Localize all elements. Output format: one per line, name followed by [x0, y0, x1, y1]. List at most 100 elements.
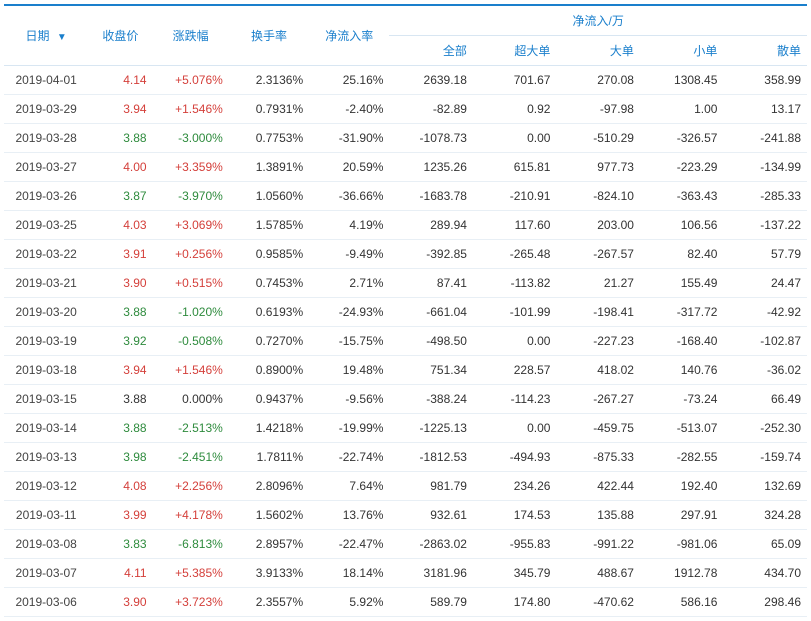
cell-flow-all: 2639.18: [389, 66, 473, 95]
cell-flow-all: 289.94: [389, 211, 473, 240]
cell-flow-scatter: -42.92: [723, 298, 807, 327]
cell-change-pct: +3.359%: [153, 153, 229, 182]
cell-flow-scatter: 13.17: [723, 95, 807, 124]
cell-flow-small: -168.40: [640, 327, 724, 356]
cell-flow-superlarge: -955.83: [473, 530, 557, 559]
cell-net-rate: 20.59%: [309, 153, 389, 182]
cell-net-rate: -9.49%: [309, 240, 389, 269]
cell-flow-small: -73.24: [640, 385, 724, 414]
table-row: 2019-03-133.98-2.451%1.7811%-22.74%-1812…: [4, 443, 807, 472]
cell-flow-scatter: 24.47: [723, 269, 807, 298]
cell-date: 2019-03-28: [4, 124, 88, 153]
cell-flow-all: 1235.26: [389, 153, 473, 182]
cell-net-rate: 25.16%: [309, 66, 389, 95]
cell-net-rate: -36.66%: [309, 182, 389, 211]
table-row: 2019-03-063.90+3.723%2.3557%5.92%589.791…: [4, 588, 807, 617]
cell-turnover: 2.8096%: [229, 472, 309, 501]
col-flow-small[interactable]: 小单: [640, 36, 724, 66]
cell-net-rate: -19.99%: [309, 414, 389, 443]
col-flow-large[interactable]: 大单: [556, 36, 640, 66]
cell-flow-scatter: 324.28: [723, 501, 807, 530]
col-net-rate[interactable]: 净流入率: [309, 5, 389, 66]
cell-flow-small: 192.40: [640, 472, 724, 501]
cell-flow-all: -498.50: [389, 327, 473, 356]
cell-date: 2019-03-27: [4, 153, 88, 182]
col-date-label: 日期: [26, 29, 50, 43]
cell-date: 2019-03-21: [4, 269, 88, 298]
cell-flow-scatter: -134.99: [723, 153, 807, 182]
cell-date: 2019-03-20: [4, 298, 88, 327]
col-close[interactable]: 收盘价: [88, 5, 152, 66]
cell-change-pct: +4.178%: [153, 501, 229, 530]
cell-flow-small: 1308.45: [640, 66, 724, 95]
cell-date: 2019-03-13: [4, 443, 88, 472]
cell-change-pct: +5.385%: [153, 559, 229, 588]
table-row: 2019-03-254.03+3.069%1.5785%4.19%289.941…: [4, 211, 807, 240]
col-flow-all[interactable]: 全部: [389, 36, 473, 66]
cell-flow-large: -97.98: [556, 95, 640, 124]
cell-change-pct: -1.020%: [153, 298, 229, 327]
cell-net-rate: -22.74%: [309, 443, 389, 472]
cell-date: 2019-03-08: [4, 530, 88, 559]
col-group-netinflow: 净流入/万: [389, 5, 807, 36]
cell-flow-scatter: 358.99: [723, 66, 807, 95]
cell-turnover: 0.7931%: [229, 95, 309, 124]
cell-turnover: 0.7753%: [229, 124, 309, 153]
cell-flow-scatter: -36.02: [723, 356, 807, 385]
table-row: 2019-03-223.91+0.256%0.9585%-9.49%-392.8…: [4, 240, 807, 269]
cell-close: 3.99: [88, 501, 152, 530]
cell-flow-all: 87.41: [389, 269, 473, 298]
cell-net-rate: 18.14%: [309, 559, 389, 588]
cell-flow-large: -459.75: [556, 414, 640, 443]
col-flow-superlarge[interactable]: 超大单: [473, 36, 557, 66]
stock-flow-table: 日期 ▼ 收盘价 涨跌幅 换手率 净流入率 净流入/万 全部 超大单 大单 小单…: [4, 4, 807, 617]
table-row: 2019-03-263.87-3.970%1.0560%-36.66%-1683…: [4, 182, 807, 211]
cell-flow-scatter: 57.79: [723, 240, 807, 269]
cell-flow-large: 418.02: [556, 356, 640, 385]
table-row: 2019-03-153.880.000%0.9437%-9.56%-388.24…: [4, 385, 807, 414]
cell-flow-large: 422.44: [556, 472, 640, 501]
cell-turnover: 1.3891%: [229, 153, 309, 182]
col-flow-scatter[interactable]: 散单: [723, 36, 807, 66]
cell-change-pct: +1.546%: [153, 356, 229, 385]
cell-turnover: 2.8957%: [229, 530, 309, 559]
cell-flow-small: 82.40: [640, 240, 724, 269]
cell-flow-superlarge: 615.81: [473, 153, 557, 182]
cell-flow-scatter: -241.88: [723, 124, 807, 153]
cell-flow-small: 140.76: [640, 356, 724, 385]
cell-change-pct: -3.000%: [153, 124, 229, 153]
cell-flow-superlarge: 701.67: [473, 66, 557, 95]
cell-flow-all: 751.34: [389, 356, 473, 385]
cell-flow-superlarge: 0.92: [473, 95, 557, 124]
cell-turnover: 1.4218%: [229, 414, 309, 443]
cell-flow-scatter: -285.33: [723, 182, 807, 211]
col-date[interactable]: 日期 ▼: [4, 5, 88, 66]
cell-net-rate: 19.48%: [309, 356, 389, 385]
cell-flow-all: -388.24: [389, 385, 473, 414]
cell-flow-scatter: -252.30: [723, 414, 807, 443]
col-change-pct[interactable]: 涨跌幅: [153, 5, 229, 66]
cell-flow-superlarge: 0.00: [473, 327, 557, 356]
cell-net-rate: 4.19%: [309, 211, 389, 240]
cell-flow-superlarge: 174.53: [473, 501, 557, 530]
cell-close: 3.88: [88, 298, 152, 327]
cell-flow-all: 589.79: [389, 588, 473, 617]
cell-close: 3.88: [88, 385, 152, 414]
cell-date: 2019-03-15: [4, 385, 88, 414]
cell-change-pct: -3.970%: [153, 182, 229, 211]
cell-close: 4.08: [88, 472, 152, 501]
cell-flow-large: -875.33: [556, 443, 640, 472]
cell-close: 4.11: [88, 559, 152, 588]
table-row: 2019-03-193.92-0.508%0.7270%-15.75%-498.…: [4, 327, 807, 356]
cell-close: 3.88: [88, 414, 152, 443]
cell-flow-superlarge: -113.82: [473, 269, 557, 298]
col-turnover[interactable]: 换手率: [229, 5, 309, 66]
table-row: 2019-03-283.88-3.000%0.7753%-31.90%-1078…: [4, 124, 807, 153]
cell-flow-all: -2863.02: [389, 530, 473, 559]
cell-flow-all: -82.89: [389, 95, 473, 124]
cell-flow-superlarge: 0.00: [473, 124, 557, 153]
cell-flow-large: 135.88: [556, 501, 640, 530]
table-row: 2019-03-124.08+2.256%2.8096%7.64%981.792…: [4, 472, 807, 501]
cell-change-pct: +5.076%: [153, 66, 229, 95]
cell-net-rate: -22.47%: [309, 530, 389, 559]
